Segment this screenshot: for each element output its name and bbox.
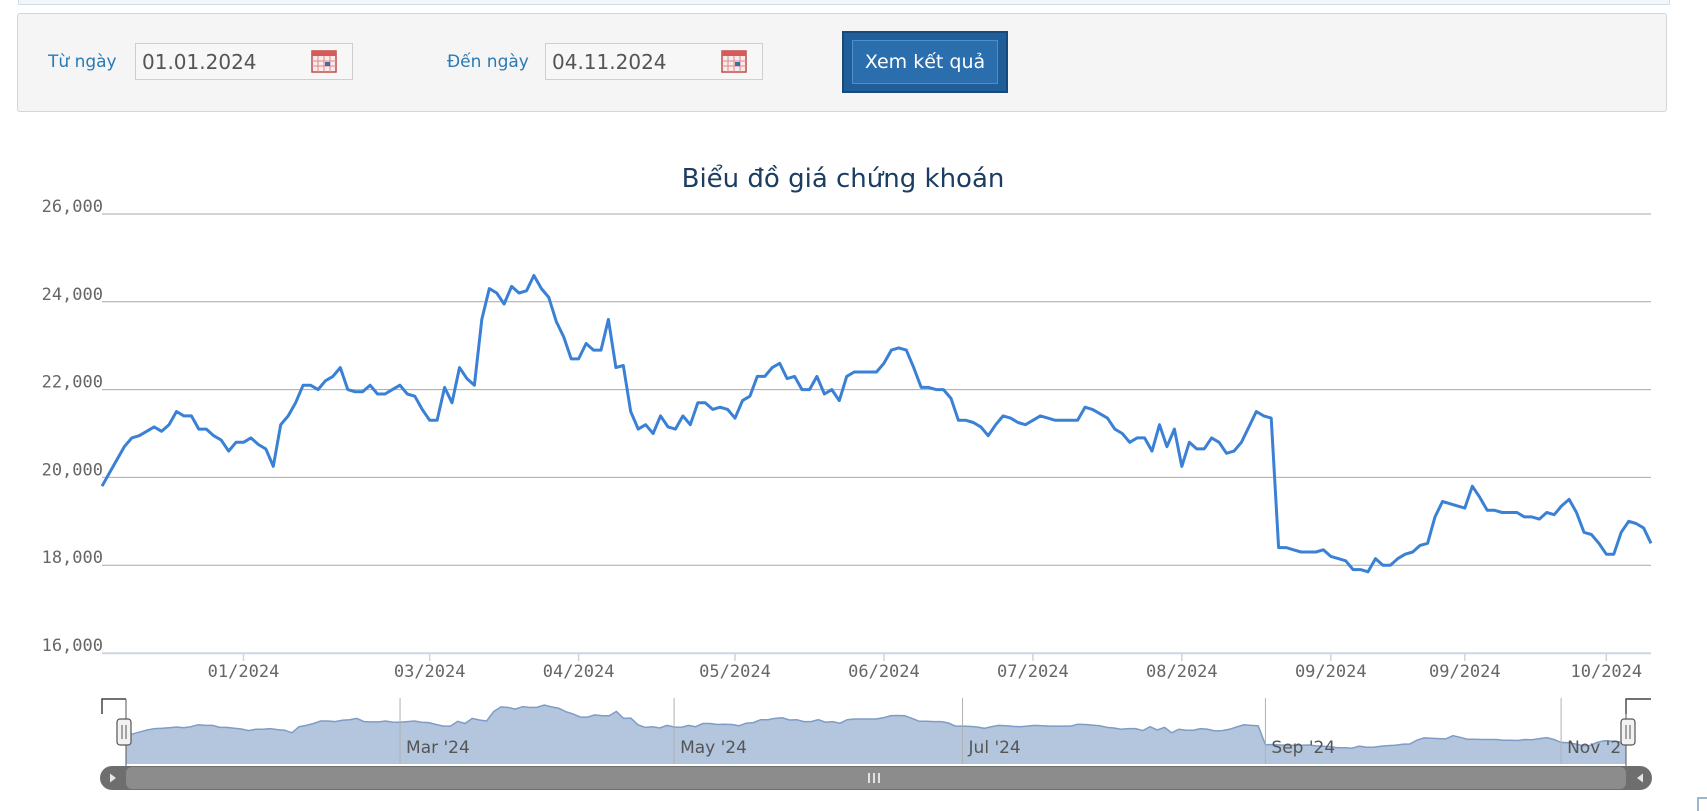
x-tick-label: 09/2024 [1429, 662, 1501, 682]
y-tick-label: 16,000 [42, 636, 103, 656]
navigator-area [126, 705, 1626, 764]
view-results-button[interactable]: Xem kết quả [842, 31, 1008, 93]
price-line [100, 274, 1653, 574]
range-scrollbar[interactable] [100, 766, 1652, 790]
x-tick-label: 04/2024 [543, 662, 615, 682]
y-tick-label: 24,000 [42, 285, 103, 305]
x-tick-label: 03/2024 [394, 662, 466, 682]
navigator-label: May '24 [680, 738, 747, 758]
x-tick-label: 08/2024 [1146, 662, 1218, 682]
y-tick-label: 22,000 [42, 373, 103, 393]
navigator-label: Nov '2 [1567, 738, 1621, 758]
x-tick-label: 01/2024 [208, 662, 280, 682]
scroll-left-arrow-icon [110, 773, 116, 783]
x-tick-label: 10/2024 [1570, 662, 1642, 682]
y-tick-label: 20,000 [42, 460, 103, 480]
x-tick-label: 07/2024 [997, 662, 1069, 682]
x-tick-label: 09/2024 [1295, 662, 1367, 682]
navigator-right-handle[interactable] [1620, 718, 1636, 746]
calendar-icon[interactable] [721, 49, 747, 73]
y-axis-ticks: 16,000 18,000 20,000 22,000 24,000 26,000 [42, 197, 103, 656]
view-results-button-label: Xem kết quả [852, 40, 998, 84]
navigator-left-handle[interactable] [116, 718, 132, 746]
resize-corner [1697, 797, 1707, 811]
to-date-label: Đến ngày [447, 52, 529, 72]
x-axis-ticks: 01/2024 03/2024 04/2024 05/2024 06/2024 07/20… [208, 653, 1642, 682]
scrollbar-thumb [126, 767, 1626, 789]
from-date-label: Từ ngày [48, 52, 117, 72]
grid-lines [102, 213, 1651, 655]
y-tick-label: 18,000 [42, 548, 103, 568]
y-tick-label: 26,000 [42, 197, 103, 217]
navigator-left-bracket [101, 698, 126, 714]
navigator-line [125, 704, 1627, 749]
calendar-icon[interactable] [311, 49, 337, 73]
navigator-label: Mar '24 [406, 738, 470, 758]
price-series [100, 274, 1653, 574]
navigator-right-bracket [1625, 698, 1651, 714]
navigator-label: Sep '24 [1271, 738, 1335, 758]
x-tick-label: 05/2024 [699, 662, 771, 682]
x-tick-label: 06/2024 [848, 662, 920, 682]
navigator-label: Jul '24 [968, 738, 1021, 758]
chart-title: Biểu đồ giá chứng khoán [682, 163, 1005, 194]
scroll-right-arrow-icon [1637, 773, 1643, 783]
range-navigator[interactable]: Mar '24 May '24 Jul '24 Sep '24 Nov '2 [101, 698, 1651, 766]
top-panel-edge [18, 0, 1670, 5]
